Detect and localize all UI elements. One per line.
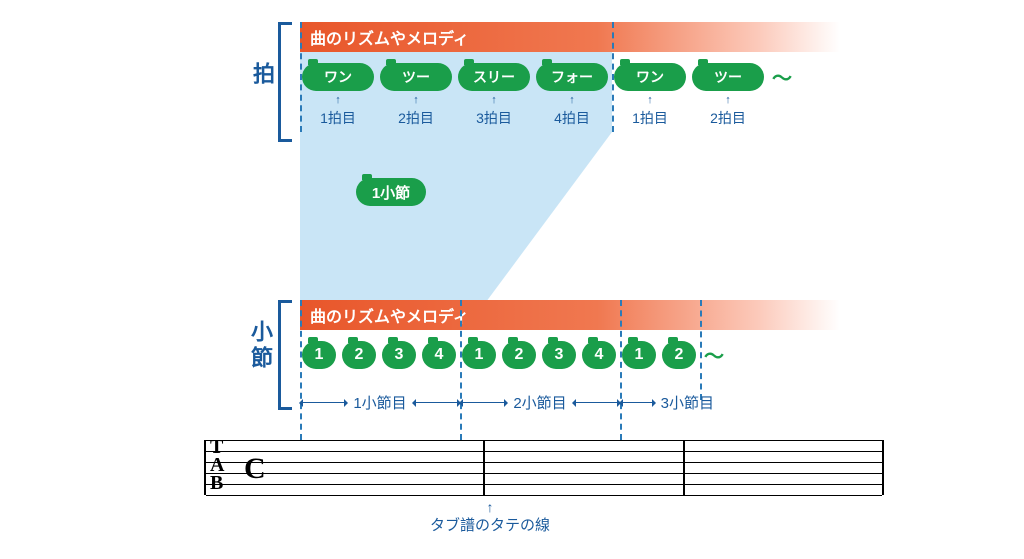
top-rhythm-label: 曲のリズムやメロディ [310,25,469,49]
continue-tilde: 〜 [772,62,792,91]
top-bracket-label: 拍 [246,62,278,88]
top-rhythm-bar: 曲のリズムやメロディ [300,22,840,52]
dashed-guide [300,22,302,132]
beat-num-pill: 3 [382,341,416,369]
beat-pill: スリー [458,63,530,91]
measure-label: 2小節目 [507,392,572,413]
up-arrow-icon: ↑ [400,500,580,514]
beat-num-pill: 2 [502,341,536,369]
measure-labels-row: 1小節目 2小節目 3小節目 [300,392,720,413]
dashed-guide [300,300,302,440]
beat-sublabel: ↑2拍目 [692,95,764,128]
beat-num-pill: 1 [622,341,656,369]
beat-num-pill: 2 [662,341,696,369]
top-pill-row: ワン ツー スリー フォー ワン ツー 〜 [302,62,792,91]
continue-tilde: 〜 [704,340,724,369]
bottom-rhythm-label: 曲のリズムやメロディ [310,303,469,327]
tab-staff: T A B C [204,440,884,495]
beat-sublabel: ↑4拍目 [536,95,608,128]
barline [483,440,485,495]
beat-sublabel: ↑1拍目 [614,95,686,128]
beat-num-pill: 4 [582,341,616,369]
measure-label: 3小節目 [655,392,720,413]
top-bracket [278,22,292,142]
beat-num-pill: 2 [342,341,376,369]
bottom-bracket [278,300,292,410]
tab-footnote: ↑ タブ譜のタテの線 [400,500,580,535]
beat-sublabel: ↑2拍目 [380,95,452,128]
top-sub-row: ↑1拍目 ↑2拍目 ↑3拍目 ↑4拍目 ↑1拍目 ↑2拍目 [302,95,764,128]
beat-num-pill: 3 [542,341,576,369]
bottom-rhythm-bar: 曲のリズムやメロディ [300,300,840,330]
beat-pill: フォー [536,63,608,91]
dashed-guide [620,300,622,440]
beat-num-pill: 1 [302,341,336,369]
dashed-guide [700,300,702,400]
bottom-bracket-label: 小節 [244,320,276,372]
beat-sublabel: ↑3拍目 [458,95,530,128]
measure-label: 1小節目 [347,392,412,413]
time-signature: C [244,452,266,486]
beat-num-pill: 4 [422,341,456,369]
barline [683,440,685,495]
beat-num-pill: 1 [462,341,496,369]
measure-zoom-pill: 1小節 [356,178,426,206]
tab-letters: T A B [210,438,224,492]
beat-pill: ワン [302,63,374,91]
beat-pill: ツー [380,63,452,91]
staff-lines: T A B C [204,440,884,495]
beat-pill: ワン [614,63,686,91]
beat-sublabel: ↑1拍目 [302,95,374,128]
bottom-pill-row: 1 2 3 4 1 2 3 4 1 2 〜 [302,340,724,369]
beat-pill: ツー [692,63,764,91]
dashed-guide [460,300,462,440]
dashed-guide [612,22,614,132]
